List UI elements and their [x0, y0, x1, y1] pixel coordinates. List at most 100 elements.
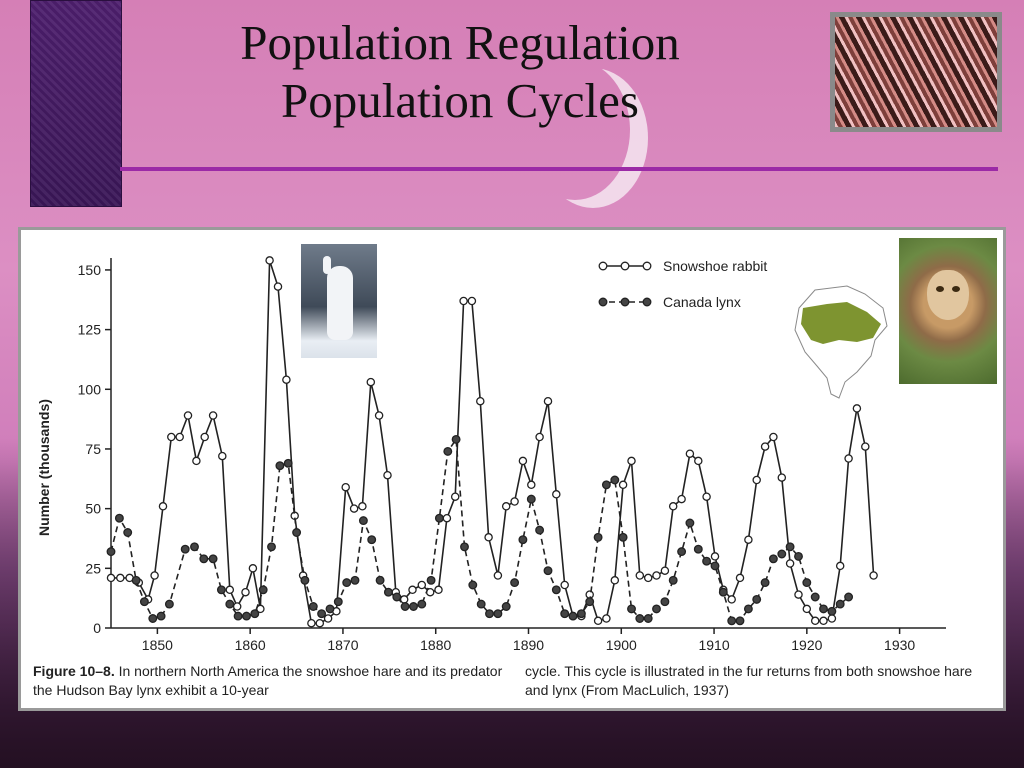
data-point — [273, 282, 283, 291]
x-tick-label: 1920 — [791, 637, 822, 653]
data-point — [652, 571, 661, 580]
data-point — [702, 556, 712, 566]
decorative-side-panel — [30, 0, 122, 207]
y-tick-label: 0 — [93, 620, 101, 636]
hare-ear-icon — [323, 256, 331, 274]
data-point — [308, 602, 318, 611]
data-point — [551, 585, 561, 595]
data-point — [467, 296, 477, 306]
data-point — [333, 597, 343, 607]
data-point — [760, 578, 770, 588]
data-point — [510, 578, 520, 588]
data-point — [434, 513, 444, 523]
legend-entry-canada-lynx: Canada lynx — [663, 294, 741, 310]
data-point — [417, 580, 427, 590]
data-point — [527, 480, 536, 490]
data-point — [358, 516, 368, 526]
data-point — [123, 528, 133, 537]
x-tick-label: 1890 — [513, 637, 544, 653]
data-point — [350, 575, 360, 585]
data-point — [660, 597, 670, 607]
data-point — [341, 482, 350, 492]
y-tick-label: 125 — [78, 322, 102, 338]
data-point — [568, 611, 578, 621]
data-point — [460, 542, 469, 552]
data-point — [233, 611, 243, 621]
data-point — [693, 544, 703, 554]
chart-axes: 0 25 50 75 100 125 150 1850 1860 1870 1880 1890 1900… — [78, 258, 946, 653]
data-point — [267, 542, 276, 552]
data-point — [208, 554, 218, 564]
data-point — [744, 535, 753, 544]
data-point — [652, 604, 661, 614]
data-point — [718, 587, 728, 597]
lynx-photo — [899, 238, 997, 384]
data-point — [342, 578, 352, 588]
data-point — [442, 513, 452, 523]
data-point — [694, 456, 703, 466]
data-point — [735, 616, 745, 626]
data-point — [576, 609, 586, 619]
data-point — [164, 599, 174, 609]
data-point — [349, 504, 359, 513]
data-point — [225, 585, 235, 595]
x-tick-label: 1880 — [420, 637, 451, 653]
data-point — [702, 492, 711, 501]
data-point — [501, 602, 511, 611]
data-point — [408, 585, 417, 595]
figure-caption: Figure 10–8. In northern North America t… — [33, 662, 995, 700]
data-point — [752, 594, 762, 604]
data-point — [450, 492, 460, 501]
x-tick-label: 1860 — [235, 637, 266, 653]
y-tick-label: 100 — [78, 381, 102, 397]
data-point — [835, 599, 845, 609]
data-point — [106, 547, 116, 557]
x-tick-label: 1870 — [327, 637, 358, 653]
data-point — [148, 614, 158, 623]
data-point — [451, 434, 461, 444]
data-point — [768, 554, 778, 564]
data-point — [180, 544, 190, 554]
data-point — [283, 458, 293, 468]
caption-column-2: cycle. This cycle is illustrated in the … — [525, 663, 973, 698]
caption-column-1: Figure 10–8. In northern North America t… — [33, 662, 513, 700]
data-point — [476, 396, 485, 406]
data-point — [710, 561, 720, 571]
series-canada-lynx — [106, 434, 854, 626]
y-tick-label: 50 — [85, 501, 101, 517]
data-point — [777, 549, 787, 559]
data-point — [601, 480, 611, 490]
data-point — [810, 616, 820, 626]
data-point — [802, 604, 812, 614]
caption-text-part-1: In northern North America the snowshoe h… — [33, 663, 503, 698]
data-point — [484, 533, 493, 542]
data-point — [114, 513, 124, 523]
legend-marker — [642, 297, 652, 307]
data-point — [677, 547, 687, 557]
data-point — [459, 296, 468, 306]
data-point — [248, 564, 258, 573]
data-point — [819, 604, 828, 614]
data-point — [802, 578, 812, 588]
data-point — [610, 475, 620, 485]
data-point — [282, 375, 291, 384]
figure-panel: 0 25 50 75 100 125 150 1850 1860 1870 1880 1890 1900… — [18, 227, 1006, 711]
data-point — [835, 561, 845, 571]
x-tick-label: 1930 — [884, 637, 915, 653]
data-point — [468, 580, 478, 590]
data-point — [685, 449, 695, 458]
data-point — [627, 604, 636, 614]
data-point — [552, 490, 561, 499]
data-point — [392, 592, 402, 602]
data-point — [131, 575, 141, 585]
data-point — [810, 592, 820, 602]
data-point — [861, 442, 870, 451]
data-point — [643, 614, 653, 623]
data-point — [585, 597, 595, 607]
data-point — [374, 411, 384, 420]
data-point — [375, 575, 385, 585]
data-point — [785, 559, 795, 568]
data-point — [225, 599, 235, 609]
data-point — [139, 597, 149, 607]
data-point — [265, 256, 274, 265]
